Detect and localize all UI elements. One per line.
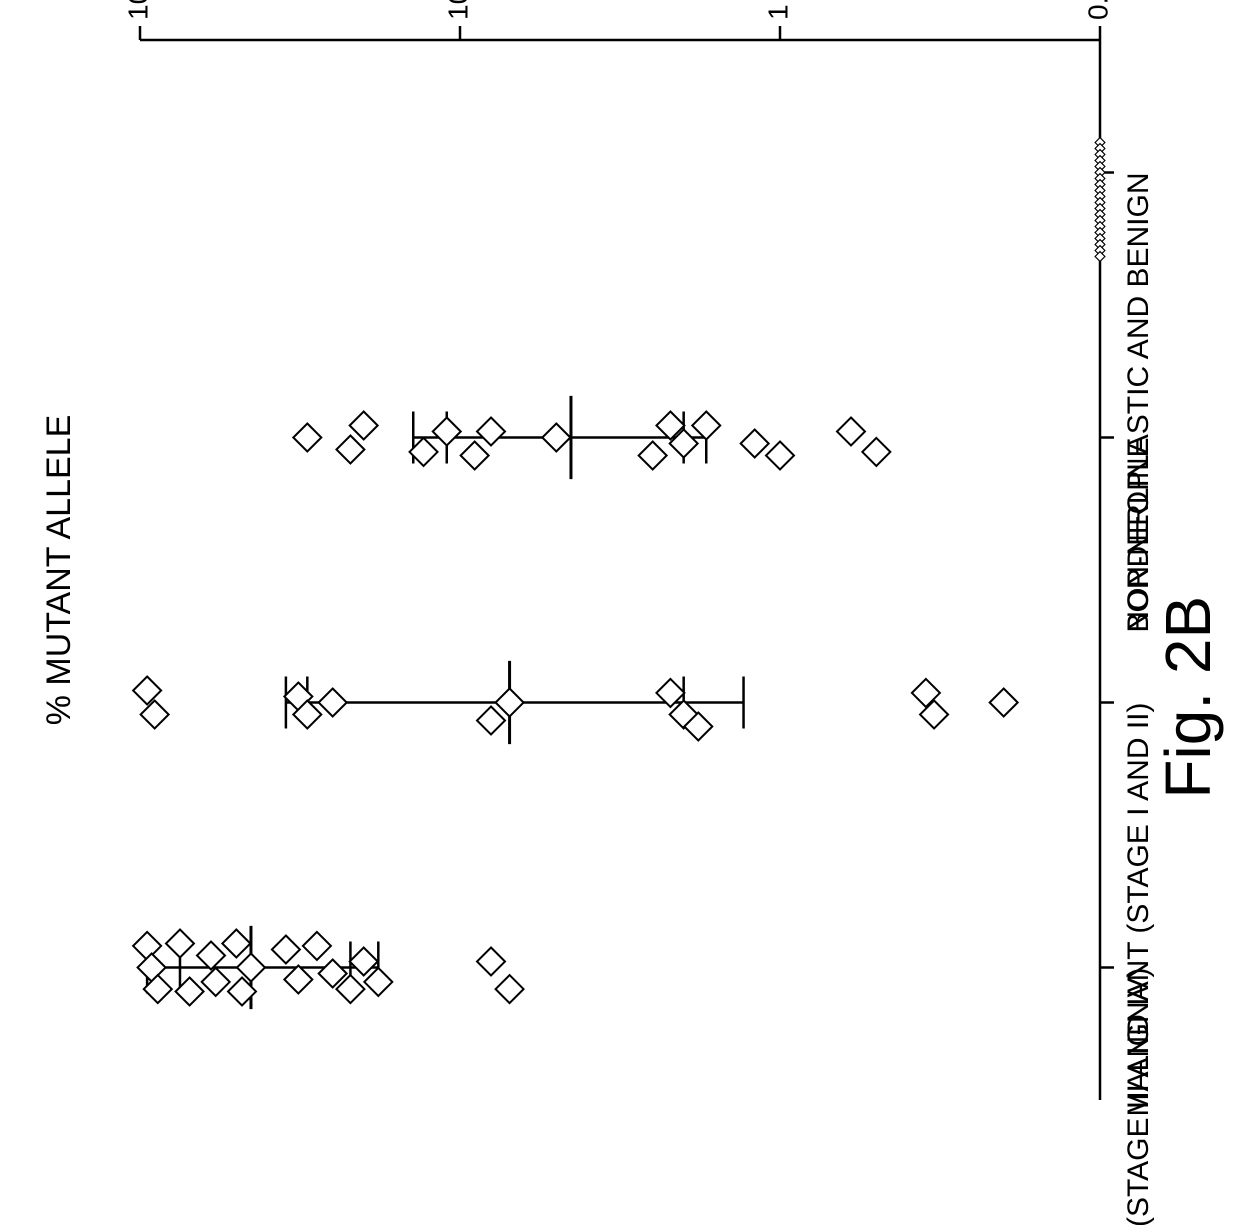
value-tick-label: 100 (122, 0, 153, 20)
data-marker (138, 954, 166, 982)
data-points (133, 138, 1105, 1006)
data-marker (496, 975, 524, 1003)
data-marker (166, 930, 194, 958)
data-marker (319, 689, 347, 717)
data-marker (350, 412, 378, 440)
chart-svg: 0.1110100% MUTANT ALLELENON-NEOPLASTIC A… (0, 0, 1240, 1225)
data-marker (336, 436, 364, 464)
data-marker (477, 707, 505, 735)
data-marker (133, 677, 161, 705)
data-marker (284, 966, 312, 994)
data-marker (837, 418, 865, 446)
value-tick-label: 10 (442, 0, 473, 20)
axes: 0.1110100% MUTANT ALLELENON-NEOPLASTIC A… (40, 0, 1155, 1225)
data-marker (303, 932, 331, 960)
data-marker (133, 932, 161, 960)
value-tick-label: 1 (762, 4, 793, 20)
data-marker (141, 701, 169, 729)
box-whiskers (147, 396, 743, 1009)
data-marker (461, 442, 489, 470)
data-marker (990, 689, 1018, 717)
data-marker (433, 418, 461, 446)
data-marker (1095, 252, 1105, 262)
data-marker (202, 968, 230, 996)
data-marker (741, 430, 769, 458)
data-marker (272, 936, 300, 964)
data-marker (197, 942, 225, 970)
data-marker (477, 418, 505, 446)
category-label: BORDERLINE (1122, 438, 1155, 633)
value-tick-label: 0.1 (1082, 0, 1113, 20)
category-label: MALIGNANT (STAGE III AND IV) (1122, 968, 1155, 1225)
data-marker (293, 424, 321, 452)
value-axis-label: % MUTANT ALLELE (40, 415, 78, 726)
figure-root: 0.1110100% MUTANT ALLELENON-NEOPLASTIC A… (0, 0, 1240, 1225)
data-marker (477, 948, 505, 976)
data-marker (350, 948, 378, 976)
data-marker (542, 424, 570, 452)
data-marker (692, 412, 720, 440)
data-marker (222, 930, 250, 958)
data-marker (364, 968, 392, 996)
figure-caption: Fig. 2B (1152, 596, 1224, 799)
data-marker (639, 442, 667, 470)
data-marker (862, 438, 890, 466)
data-marker (766, 442, 794, 470)
data-marker (496, 689, 524, 717)
